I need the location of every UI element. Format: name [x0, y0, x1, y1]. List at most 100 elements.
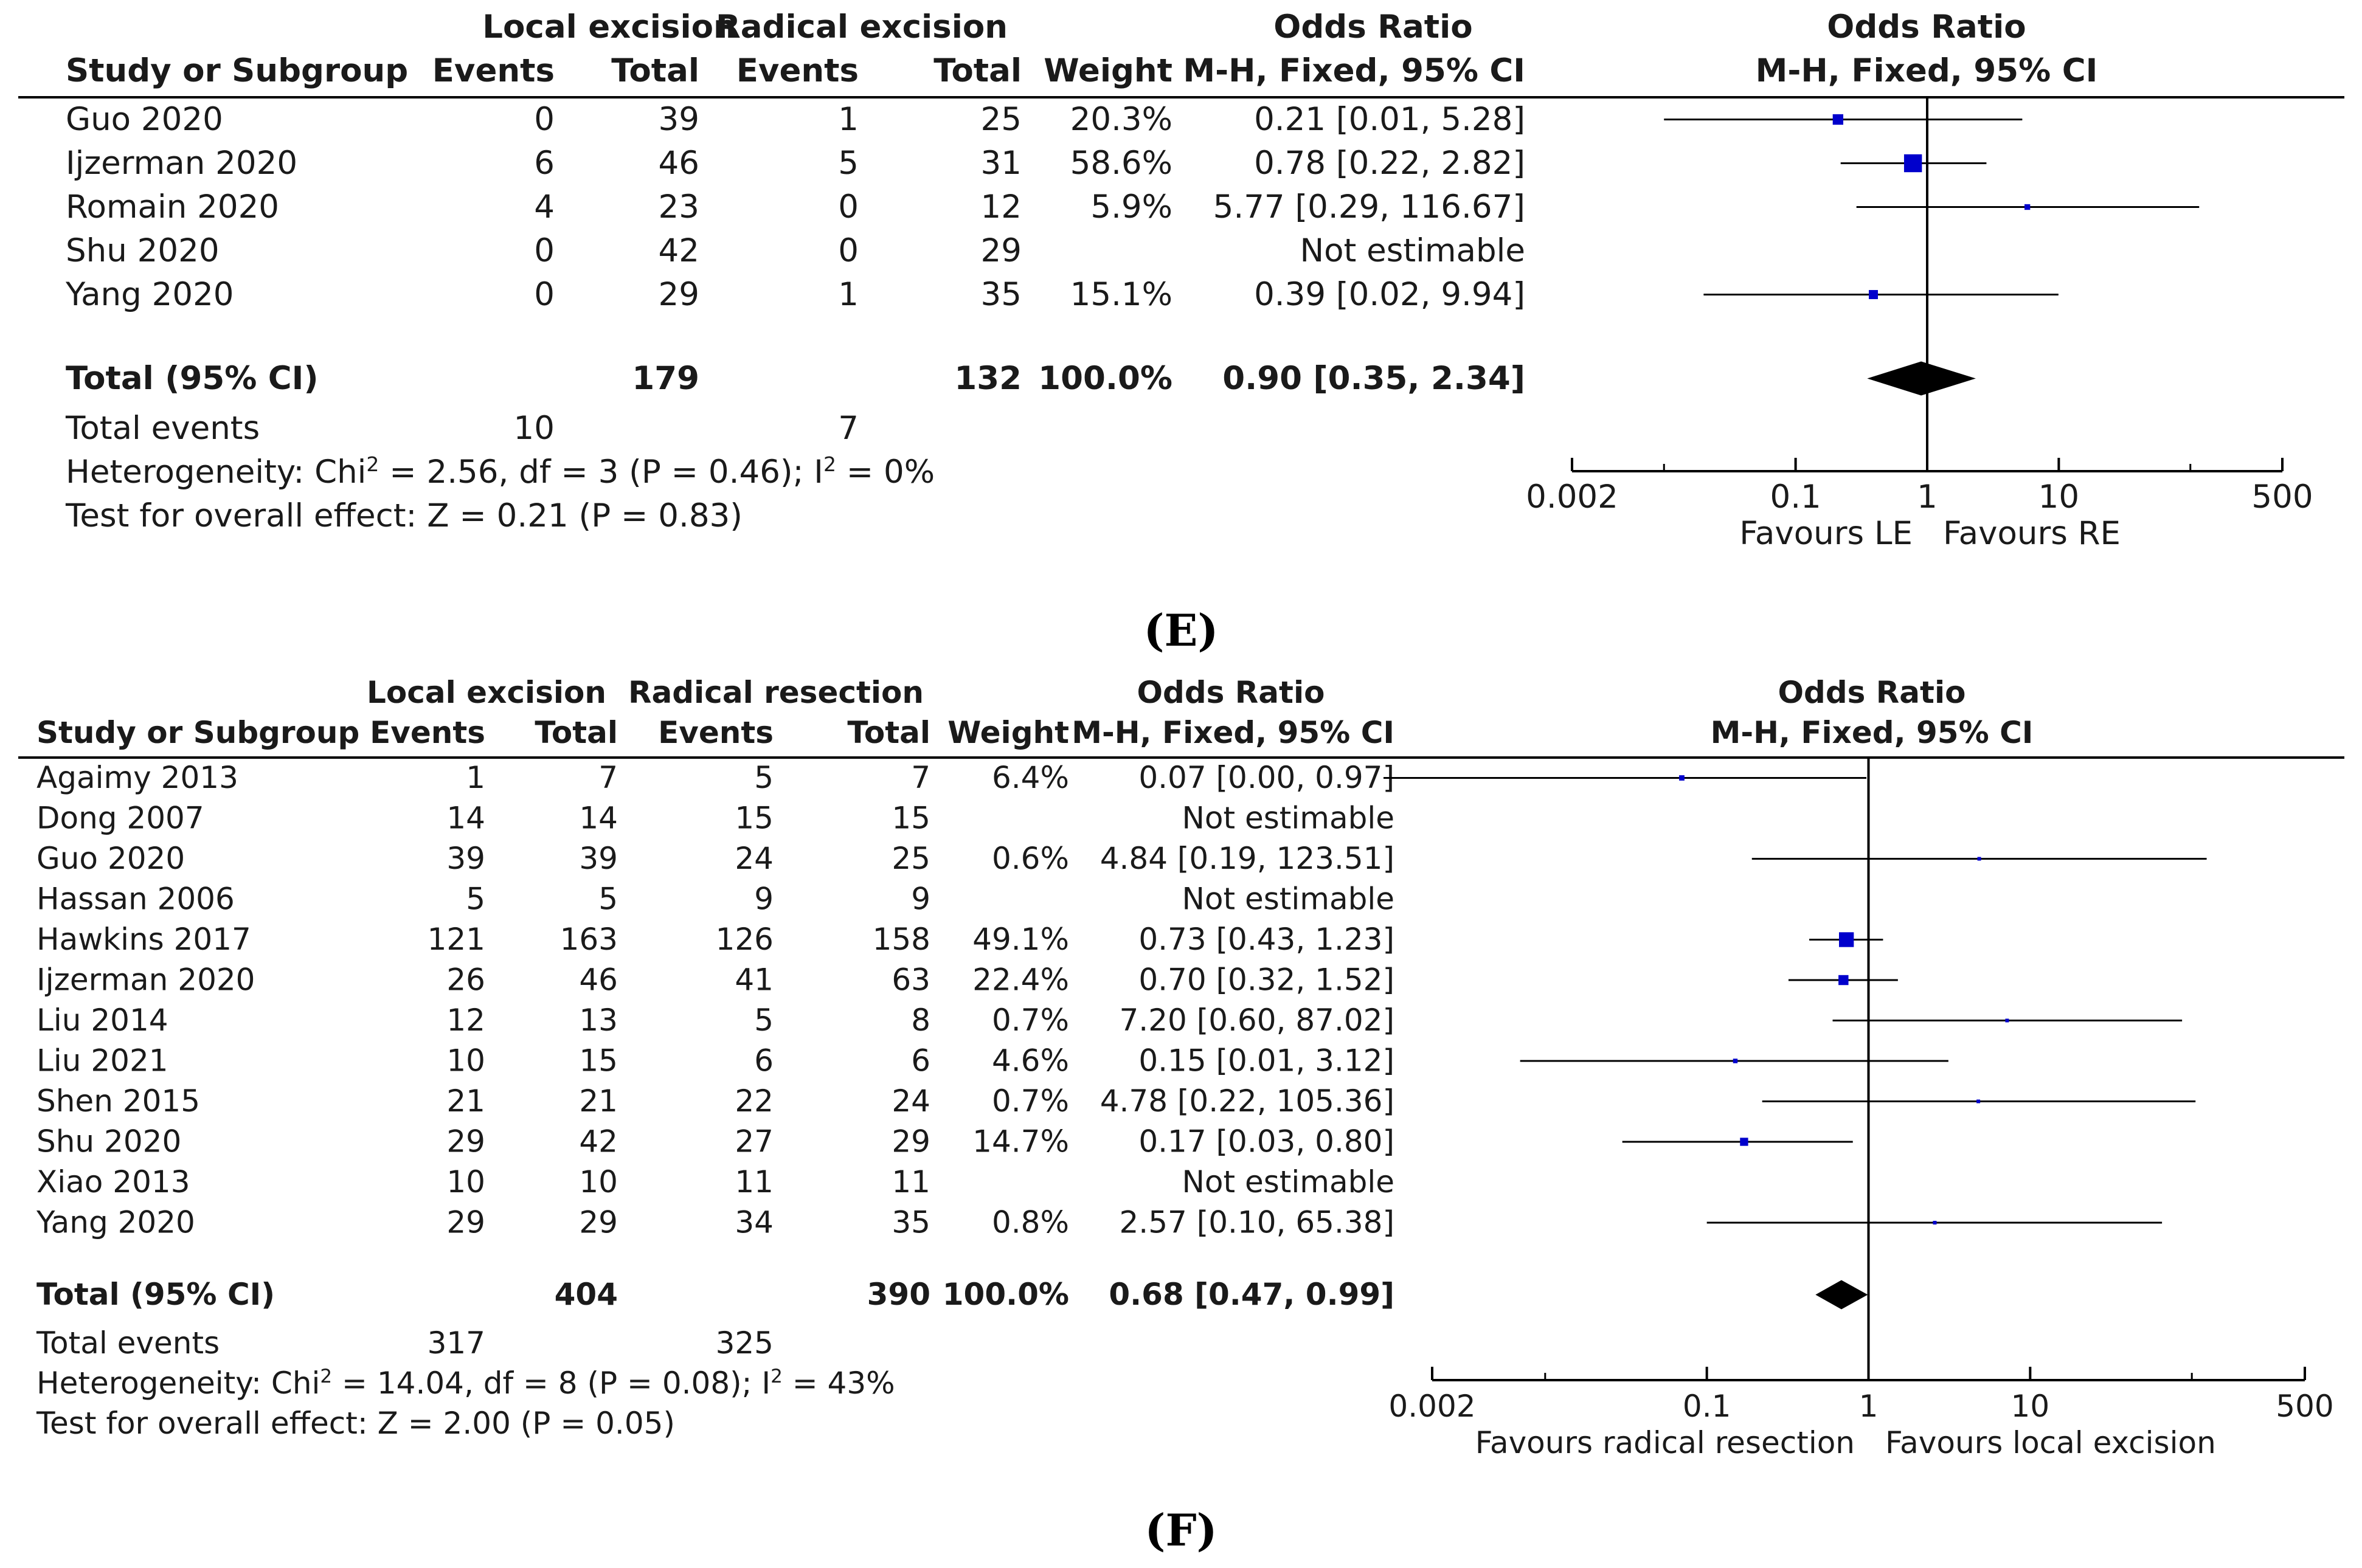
events-1: 0 — [534, 232, 555, 269]
column-header-events-1: Events — [432, 52, 555, 89]
x-tick-label: 1 — [1917, 478, 1938, 516]
total-events-label: Total events — [36, 1325, 220, 1361]
weight: 5.9% — [1090, 188, 1172, 226]
pooled-estimate-diamond — [1867, 361, 1976, 396]
total-2: 35 — [981, 276, 1022, 313]
study-name: Liu 2014 — [36, 1003, 168, 1038]
events-1: 6 — [534, 145, 555, 182]
weight: 15.1% — [1070, 276, 1172, 313]
total-1: 46 — [579, 962, 618, 998]
study-row: Liu 2014 12 13 5 8 0.7% 7.20 [0.60, 87.02] — [36, 1003, 2183, 1038]
events-2: 5 — [754, 760, 774, 795]
total-1: 404 — [555, 1277, 618, 1312]
total-2: 35 — [892, 1205, 930, 1240]
point-estimate-marker — [1933, 1221, 1937, 1224]
column-header-total-1: Total — [535, 715, 618, 750]
total-weight: 100.0% — [943, 1277, 1069, 1312]
study-row: Ijzerman 2020 26 46 41 63 22.4% 0.70 [0.32, 1.… — [36, 962, 1898, 998]
events-2: 22 — [735, 1083, 774, 1119]
study-name: Xiao 2013 — [36, 1164, 190, 1200]
panel-caption: (F) — [1145, 1504, 1217, 1556]
events-1: 121 — [428, 922, 485, 957]
column-header-total-1: Total — [611, 52, 699, 89]
events-2: 24 — [735, 841, 774, 876]
weight: 20.3% — [1070, 101, 1172, 138]
column-header-total-2: Total — [933, 52, 1022, 89]
x-tick-label: 500 — [2251, 478, 2313, 516]
total-odds-ratio-ci: 0.68 [0.47, 0.99] — [1109, 1277, 1394, 1312]
total-2: 24 — [892, 1083, 930, 1119]
point-estimate-marker — [1679, 775, 1685, 781]
weight: 0.7% — [992, 1083, 1069, 1119]
total-2: 25 — [892, 841, 930, 876]
pooled-estimate-diamond — [1815, 1280, 1868, 1310]
study-row: Guo 2020 39 39 24 25 0.6% 4.84 [0.19, 123.51] — [36, 841, 2207, 876]
events-2: 126 — [716, 922, 774, 957]
events-1: 12 — [446, 1003, 485, 1038]
total-1: 39 — [579, 841, 618, 876]
study-name: Hawkins 2017 — [36, 922, 251, 957]
odds-ratio-ci: 5.77 [0.29, 116.67] — [1213, 188, 1525, 226]
point-estimate-marker — [1740, 1138, 1748, 1146]
x-tick-label: 0.002 — [1526, 478, 1618, 516]
study-name: Yang 2020 — [65, 276, 234, 313]
study-name: Shu 2020 — [36, 1124, 181, 1159]
odds-ratio-ci: 0.39 [0.02, 9.94] — [1254, 276, 1525, 313]
events-1: 26 — [446, 962, 485, 998]
total-2: 11 — [892, 1164, 930, 1200]
study-row: Yang 2020 29 29 34 35 0.8% 2.57 [0.10, 65.38] — [36, 1205, 2163, 1240]
total-events-1: 317 — [428, 1325, 485, 1361]
point-estimate-marker — [1869, 290, 1878, 299]
events-2: 41 — [735, 962, 774, 998]
heterogeneity-text: Heterogeneity: Chi2 = 14.04, df = 8 (P =… — [36, 1366, 895, 1401]
total-2: 63 — [892, 962, 930, 998]
weight: 0.8% — [992, 1205, 1069, 1240]
study-row: Shen 2015 21 21 22 24 0.7% 4.78 [0.22, 105.36] — [36, 1083, 2196, 1119]
x-tick-label: 10 — [2038, 478, 2079, 516]
total-1: 14 — [579, 801, 618, 836]
events-2: 15 — [735, 801, 774, 836]
x-tick-label: 0.1 — [1683, 1389, 1731, 1424]
events-1: 29 — [446, 1124, 485, 1159]
study-name: Shen 2015 — [36, 1083, 200, 1119]
weight: 0.6% — [992, 841, 1069, 876]
study-row: Shu 2020 0 42 0 29 Not estimable — [66, 232, 1525, 269]
point-estimate-marker — [1839, 932, 1854, 947]
plot-header-method: M-H, Fixed, 95% CI — [1756, 52, 2098, 89]
odds-ratio-header: Odds Ratio — [1137, 675, 1325, 710]
forest-panel-f: Local excision Radical resection Odds Rati… — [18, 675, 2344, 1556]
total-2: 8 — [911, 1003, 930, 1038]
weight: 4.6% — [992, 1043, 1069, 1079]
plot-header-method: M-H, Fixed, 95% CI — [1711, 715, 2034, 750]
column-header-weight: Weight — [1044, 52, 1172, 89]
odds-ratio-ci: 0.70 [0.32, 1.52] — [1138, 962, 1394, 998]
odds-ratio-ci: Not estimable — [1300, 232, 1525, 269]
total-1: 29 — [579, 1205, 618, 1240]
events-1: 1 — [466, 760, 485, 795]
total-1: 15 — [579, 1043, 618, 1079]
study-row: Guo 2020 0 39 1 25 20.3% 0.21 [0.01, 5.28] — [66, 101, 2023, 138]
point-estimate-marker — [1838, 975, 1849, 986]
total-2: 29 — [892, 1124, 930, 1159]
events-1: 5 — [466, 882, 485, 917]
group1-header: Local excision — [367, 675, 606, 710]
point-estimate-marker — [1976, 1099, 1981, 1103]
column-header-events-2: Events — [658, 715, 774, 750]
total-events-2: 7 — [838, 410, 859, 447]
events-2: 34 — [735, 1205, 774, 1240]
study-row: Ijzerman 2020 6 46 5 31 58.6% 0.78 [0.22, 2.82… — [66, 145, 1987, 182]
weight: 0.7% — [992, 1003, 1069, 1038]
x-tick-label: 0.1 — [1770, 478, 1821, 516]
study-row: Shu 2020 29 42 27 29 14.7% 0.17 [0.03, 0.80] — [36, 1124, 1853, 1159]
events-2: 0 — [838, 188, 859, 226]
total-1: 7 — [598, 760, 618, 795]
weight: 22.4% — [972, 962, 1069, 998]
study-name: Ijzerman 2020 — [36, 962, 255, 998]
total-1: 39 — [659, 101, 699, 138]
plot-header-odds-ratio: Odds Ratio — [1827, 9, 2026, 46]
odds-ratio-ci: 0.73 [0.43, 1.23] — [1138, 922, 1394, 957]
weight: 6.4% — [992, 760, 1069, 795]
total-events-2: 325 — [716, 1325, 774, 1361]
events-1: 14 — [446, 801, 485, 836]
